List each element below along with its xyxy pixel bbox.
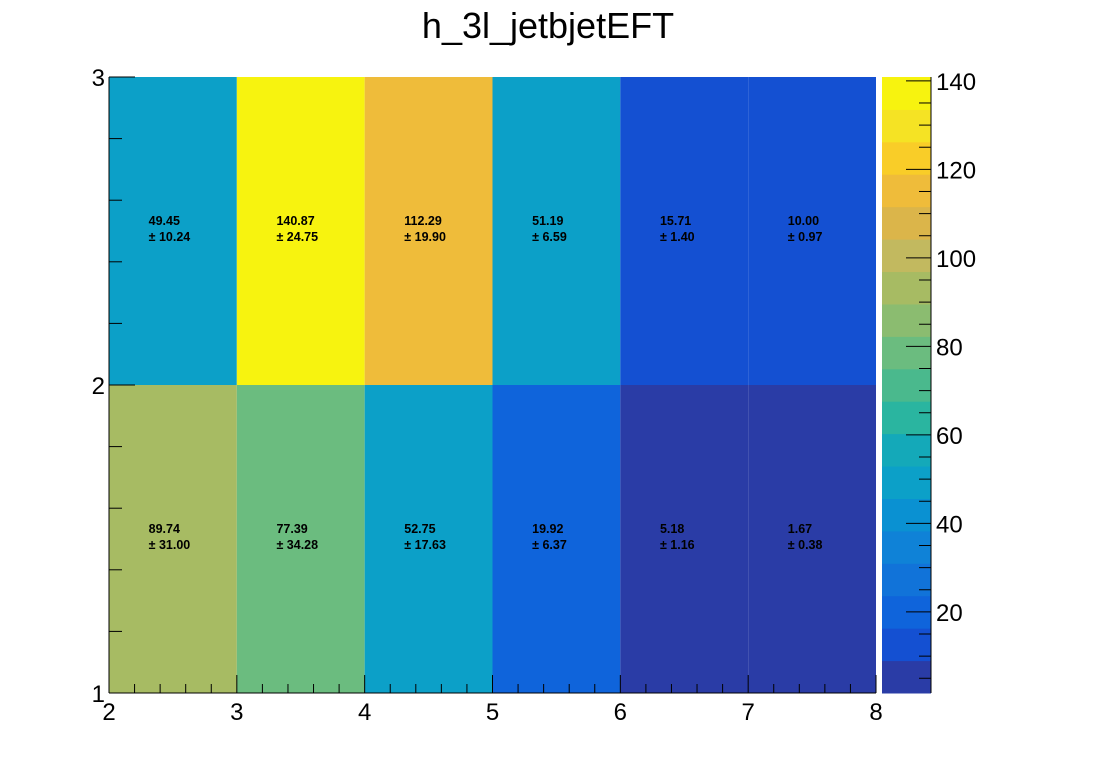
cell-value-label: 10.00 [788,214,819,228]
cell-error-label: ± 17.63 [404,538,446,552]
color-scale-segment [882,206,931,240]
color-scale-segment [882,174,931,208]
color-scale-tick-label: 40 [936,511,963,538]
color-scale-segment [882,563,931,597]
color-scale-segment [882,77,931,110]
x-axis: 2 3 4 5 6 7 8 [102,675,883,726]
color-scale-bar: 20 40 60 80 100 120 140 [882,69,976,694]
y-tick-label: 2 [92,373,105,400]
color-scale-segment [882,271,931,305]
color-scale-segment [882,368,931,402]
color-scale-tick-label: 80 [936,334,963,361]
cell-labels: 89.74 ± 31.00 77.39 ± 34.28 52.75 ± 17.63 19.9… [149,214,823,552]
color-scale-segment [882,433,931,467]
cell-value-label: 1.67 [788,522,812,536]
cell-error-label: ± 1.16 [660,538,695,552]
color-scale-tick-label: 100 [936,246,976,273]
color-scale-segment [882,466,931,499]
x-tick-label: 6 [614,699,627,726]
color-scale-segment [882,401,931,435]
cell-error-label: ± 31.00 [149,538,191,552]
color-scale-tick-label: 20 [936,600,963,627]
cell-error-label: ± 6.59 [532,230,567,244]
heatmap-cell [620,77,749,385]
heatmap-cell [492,385,621,693]
color-scale-segment [882,660,931,694]
cell-value-label: 5.18 [660,522,684,536]
chart-title: h_3l_jetbjetEFT [422,5,674,46]
heatmap-cell [620,385,749,693]
heatmap-cell [748,77,876,385]
x-tick-label: 7 [741,699,754,726]
cell-error-label: ± 0.38 [788,538,823,552]
cell-value-label: 89.74 [149,522,180,536]
cell-error-label: ± 6.37 [532,538,567,552]
heatmap-cell [109,385,237,693]
color-scale-segment [882,303,931,337]
heatmap-cell [236,385,365,693]
cell-error-label: ± 10.24 [149,230,191,244]
x-tick-label: 8 [869,699,882,726]
cell-value-label: 51.19 [532,214,563,228]
cell-value-label: 19.92 [532,522,563,536]
color-scale-segment [882,239,931,273]
y-tick-label: 3 [92,65,105,92]
y-tick-label: 1 [92,681,105,708]
color-scale-tick-label: 60 [936,423,963,450]
x-tick-label: 3 [230,699,243,726]
color-scale-tick-label: 140 [936,69,976,96]
heatmap-cell [364,77,493,385]
cell-error-label: ± 34.28 [276,538,318,552]
cell-error-label: ± 19.90 [404,230,446,244]
heatmap-cell [748,385,876,693]
cell-value-label: 15.71 [660,214,691,228]
color-scale-segment [882,336,931,370]
heatmap-cells [109,77,876,693]
heatmap-cell [364,385,493,693]
cell-value-label: 77.39 [276,522,307,536]
cell-error-label: ± 1.40 [660,230,695,244]
color-scale-segment [882,530,931,564]
cell-error-label: ± 0.97 [788,230,823,244]
cell-value-label: 112.29 [404,214,442,228]
x-tick-label: 4 [358,699,371,726]
color-scale-segment [882,498,931,532]
cell-value-label: 140.87 [276,214,314,228]
x-tick-label: 5 [486,699,499,726]
cell-value-label: 49.45 [149,214,180,228]
cell-value-label: 52.75 [404,522,435,536]
color-scale-tick-label: 120 [936,157,976,184]
color-scale-segment [882,109,931,143]
x-tick-label: 2 [102,699,115,726]
y-axis: 1 2 3 [92,65,135,708]
heatmap-cell [236,77,365,385]
heatmap-cell [109,77,237,385]
heatmap-cell [492,77,621,385]
cell-error-label: ± 24.75 [276,230,318,244]
